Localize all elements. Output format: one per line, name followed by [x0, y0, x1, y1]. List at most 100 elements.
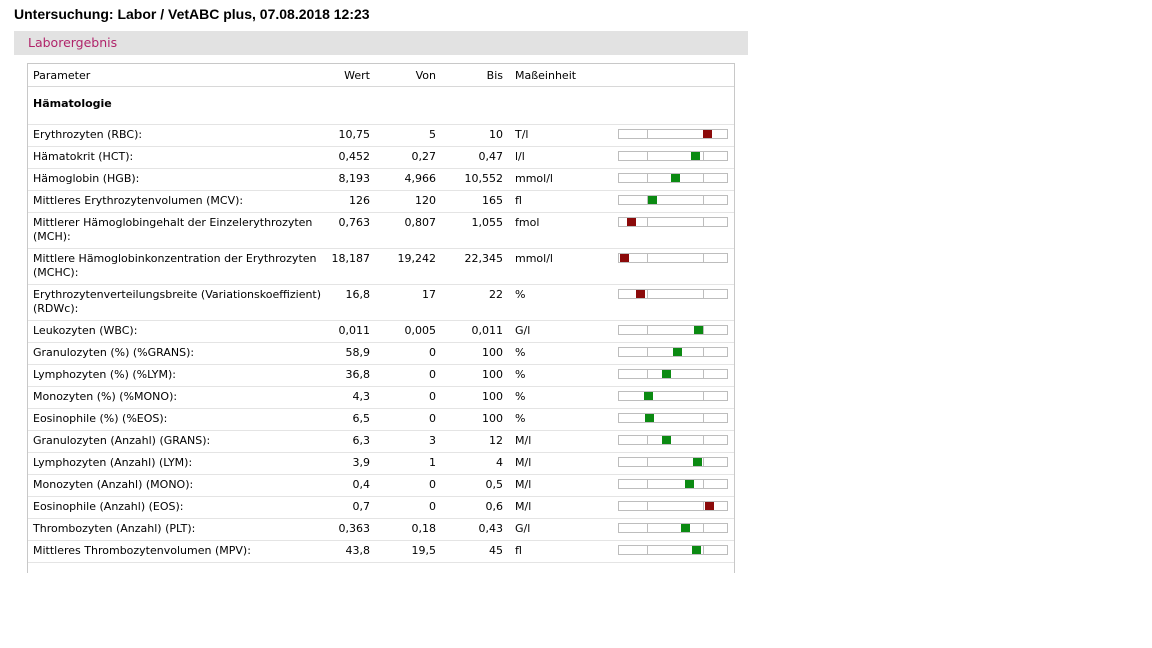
range-indicator-bar	[618, 129, 728, 139]
out-of-range-marker	[627, 218, 636, 226]
range-limit-tick	[703, 458, 704, 466]
range-limit-tick	[703, 546, 704, 554]
range-to-cell: 22,345	[464, 252, 504, 265]
range-from-cell: 0,18	[411, 522, 437, 535]
in-range-marker	[645, 414, 654, 422]
range-indicator-bar	[618, 413, 728, 423]
parameter-cell: Monozyten (Anzahl) (MONO):	[33, 478, 194, 491]
in-range-marker	[691, 152, 700, 160]
range-limit-tick	[647, 480, 648, 488]
range-to-cell: 165	[482, 194, 503, 207]
parameter-cell: Granulozyten (%) (%GRANS):	[33, 346, 195, 359]
range-to-cell: 100	[482, 346, 503, 359]
range-limit-tick	[703, 152, 704, 160]
range-indicator-bar	[618, 289, 728, 299]
table-row: Granulozyten (Anzahl) (GRANS): 6,3 3 12 M/l	[28, 431, 734, 453]
range-indicator-bar	[618, 391, 728, 401]
range-indicator-bar	[618, 457, 728, 467]
unit-cell: %	[515, 390, 526, 403]
range-limit-tick	[647, 524, 648, 532]
in-range-marker	[673, 348, 682, 356]
range-indicator-bar	[618, 253, 728, 263]
value-cell: 6,3	[352, 434, 371, 447]
section-label: Laborergebnis	[28, 35, 118, 50]
range-to-cell: 0,011	[471, 324, 504, 337]
column-header-von: Von	[415, 69, 436, 82]
range-limit-tick	[647, 348, 648, 356]
parameter-cell: Hämoglobin (HGB):	[33, 172, 140, 185]
range-to-cell: 45	[489, 544, 503, 557]
range-limit-tick	[647, 174, 648, 182]
range-limit-tick	[647, 458, 648, 466]
parameter-cell: Leukozyten (WBC):	[33, 324, 138, 337]
parameter-cell: Mittlere Hämoglobinkonzentration der Ery…	[33, 252, 317, 279]
value-cell: 43,8	[345, 544, 371, 557]
range-from-cell: 19,242	[397, 252, 437, 265]
parameter-cell: Eosinophile (%) (%EOS):	[33, 412, 168, 425]
value-cell: 0,763	[338, 216, 371, 229]
range-indicator-bar	[618, 501, 728, 511]
value-cell: 0,7	[352, 500, 371, 513]
range-from-cell: 0	[429, 500, 436, 513]
range-from-cell: 0	[429, 390, 436, 403]
range-indicator-bar	[618, 325, 728, 335]
range-limit-tick	[703, 326, 704, 334]
table-row: Granulozyten (%) (%GRANS): 58,9 0 100%	[28, 343, 734, 365]
table-row: Mittlerer Hämoglobingehalt der Einzelery…	[28, 213, 734, 249]
table-row: Lymphozyten (%) (%LYM): 36,8 0 100%	[28, 365, 734, 387]
range-limit-tick	[703, 524, 704, 532]
parameter-cell: Erythrozytenverteilungsbreite (Variation…	[33, 288, 322, 315]
range-limit-tick	[703, 392, 704, 400]
parameter-cell: Mittleres Erythrozytenvolumen (MCV):	[33, 194, 244, 207]
value-cell: 6,5	[352, 412, 371, 425]
range-from-cell: 0,27	[411, 150, 437, 163]
range-limit-tick	[647, 152, 648, 160]
parameter-cell: Lymphozyten (%) (%LYM):	[33, 368, 177, 381]
out-of-range-marker	[705, 502, 714, 510]
parameter-cell: Eosinophile (Anzahl) (EOS):	[33, 500, 184, 513]
range-indicator-bar	[618, 217, 728, 227]
range-limit-tick	[647, 218, 648, 226]
parameter-cell: Granulozyten (Anzahl) (GRANS):	[33, 434, 211, 447]
range-to-cell: 100	[482, 390, 503, 403]
range-indicator-bar	[618, 523, 728, 533]
range-limit-tick	[647, 254, 648, 262]
parameter-cell: Mittlerer Hämoglobingehalt der Einzelery…	[33, 216, 313, 243]
parameter-cell: Thrombozyten (Anzahl) (PLT):	[33, 522, 196, 535]
out-of-range-marker	[636, 290, 645, 298]
group-divider	[28, 124, 734, 125]
table-row: Thrombozyten (Anzahl) (PLT): 0,363 0,18 0,4…	[28, 519, 734, 541]
table-row: Hämoglobin (HGB): 8,193 4,966 10,552 mmol/l	[28, 169, 734, 191]
range-indicator-bar	[618, 479, 728, 489]
range-from-cell: 4,966	[404, 172, 437, 185]
section-header: Laborergebnis	[14, 31, 748, 55]
table-row: Mittleres Erythrozytenvolumen (MCV): 126 1…	[28, 191, 734, 213]
unit-cell: M/l	[515, 500, 532, 513]
in-range-marker	[644, 392, 653, 400]
range-to-cell: 22	[489, 288, 503, 301]
value-cell: 10,75	[338, 128, 371, 141]
out-of-range-marker	[703, 130, 712, 138]
range-to-cell: 0,47	[478, 150, 504, 163]
in-range-marker	[662, 436, 671, 444]
range-indicator-bar	[618, 151, 728, 161]
table-row: Mittleres Thrombozytenvolumen (MPV): 43,8…	[28, 541, 734, 563]
column-header-unit: Maßeinheit	[515, 69, 577, 82]
unit-cell: G/l	[515, 324, 531, 337]
range-limit-tick	[703, 370, 704, 378]
table-row: Erythrozytenverteilungsbreite (Variation…	[28, 285, 734, 321]
range-limit-tick	[647, 502, 648, 510]
in-range-marker	[662, 370, 671, 378]
range-limit-tick	[703, 174, 704, 182]
range-indicator-bar	[618, 545, 728, 555]
table-row: Leukozyten (WBC): 0,011 0,005 0,011 G/l	[28, 321, 734, 343]
range-to-cell: 10,552	[464, 172, 504, 185]
in-range-marker	[692, 546, 701, 554]
value-cell: 36,8	[345, 368, 371, 381]
range-to-cell: 10	[489, 128, 503, 141]
lab-results-table: Parameter Wert Von Bis Maßeinheit Hämato…	[27, 63, 735, 573]
unit-cell: %	[515, 368, 526, 381]
table-row: Erythrozyten (RBC): 10,75 5 10 T/l	[28, 125, 734, 147]
range-indicator-bar	[618, 195, 728, 205]
table-row: Monozyten (%) (%MONO): 4,3 0 100%	[28, 387, 734, 409]
